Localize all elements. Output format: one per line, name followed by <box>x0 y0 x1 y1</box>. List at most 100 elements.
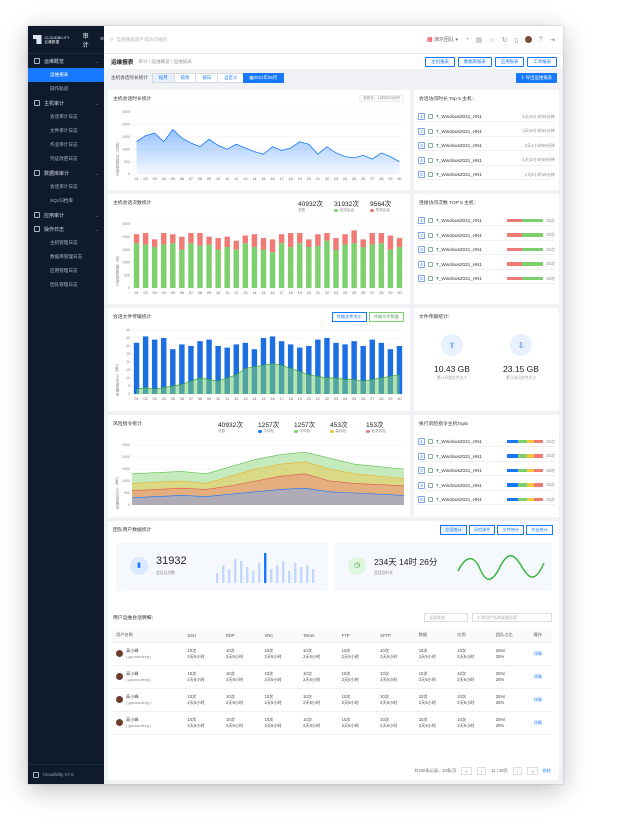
nav-group-3[interactable]: 应用审计 ⌄ <box>28 208 104 222</box>
list-item[interactable]: 4 T_Windows2021_HN1 25次 <box>418 481 555 491</box>
list-item[interactable]: 4 T_Windows2021_HN1 25次 <box>418 260 555 270</box>
rank-number: 3 <box>418 246 425 253</box>
legend-size[interactable]: 传输文件大小 <box>331 312 367 322</box>
nav-group-1[interactable]: 主机审计 ⌄ <box>28 96 104 110</box>
range-option-1[interactable]: 按周 <box>173 72 197 84</box>
count-value: 10次 <box>457 647 467 653</box>
x-tick-label: 04 <box>162 291 166 295</box>
action-cell: 详情 <box>529 665 552 689</box>
legend-count[interactable]: 传输文件数量 <box>368 312 404 322</box>
pager-first[interactable]: « <box>461 767 472 775</box>
y-tick-label: 2500 <box>122 443 130 447</box>
nav-item[interactable]: 运维报表 <box>28 68 104 82</box>
top-duration-card: 会话访问时长 Top 5 主机： 1 T_Windows2021_HN1 5天10小… <box>414 90 559 190</box>
range-option-0[interactable]: 按月 <box>151 72 175 84</box>
nav-item[interactable]: 应用管理日志 <box>50 268 78 273</box>
details-link[interactable]: 详情 <box>533 719 542 725</box>
global-search[interactable]: ⚲ 全局搜索资产或访问规则 <box>110 37 167 43</box>
stat-cell: 10次 2天5小时 <box>414 642 454 666</box>
range-option-2[interactable]: 按日 <box>195 72 219 84</box>
list-item[interactable]: 3 T_Windows2021_HN1 2天4小时59分钟 <box>418 141 555 151</box>
quick-tab-3[interactable]: 工单报表 <box>527 56 557 67</box>
list-item[interactable]: 1 T_Windows2021_HN1 25次 <box>418 216 555 226</box>
team-tab-3[interactable]: 作业统计 <box>526 525 553 535</box>
pager-jump[interactable]: 前往 <box>542 768 551 773</box>
completed-bar <box>133 243 140 288</box>
quick-tab-1[interactable]: 数据库报表 <box>457 56 492 67</box>
x-tick-label: 17 <box>279 291 283 295</box>
pager-next[interactable]: › <box>512 767 523 775</box>
nav-item[interactable]: 团队管理日志 <box>50 282 78 287</box>
month-picker[interactable]: ▦ 2021年06月 <box>243 72 285 84</box>
list-item[interactable]: 2 T_Windows2021_HN1 25次 <box>418 452 555 462</box>
lock-icon[interactable]: ▯ <box>514 36 518 44</box>
star-icon[interactable]: ☆ <box>489 36 495 44</box>
range-option-3[interactable]: 自定义 <box>217 72 245 84</box>
nav-group-2[interactable]: 数据库审计 ⌄ <box>28 166 104 180</box>
monitor-icon <box>428 261 433 267</box>
details-link[interactable]: 详情 <box>533 673 542 679</box>
nav-item[interactable]: SQL归档库 <box>50 198 73 203</box>
help-icon[interactable]: ? <box>538 36 543 43</box>
host-name: T_Windows2021_HN1 <box>436 439 482 444</box>
nav-item[interactable]: 会话审计日志 <box>50 184 78 189</box>
completed-bar <box>197 245 203 288</box>
export-label: 导出运维报表 <box>525 75 552 80</box>
pager-prev[interactable]: ‹ <box>476 767 487 775</box>
details-link[interactable]: 详情 <box>533 650 542 656</box>
nav-item[interactable]: 作业审计日志 <box>50 142 78 147</box>
size-bar <box>142 336 149 394</box>
notification-icon[interactable]: ◔ <box>464 36 469 43</box>
menu-toggle-icon[interactable]: ≡ <box>99 36 104 43</box>
stat-cell: 10次 2天5小时 <box>260 665 300 689</box>
team-selector[interactable]: ▦ 演示团队 ▾ <box>426 37 458 43</box>
table-row: 高小峰( gaoxiaofeng ) 10次 2天5小时 10次 2天5小时 10次 2天5… <box>112 711 552 735</box>
rank-bar-segment <box>534 483 544 487</box>
kpi-session-count-value: 31932 <box>156 555 187 567</box>
count-value: 10次 <box>303 716 312 722</box>
status-filter-select[interactable]: 全部状态 <box>424 613 468 622</box>
list-item[interactable]: 2 T_Windows2021_HN1 25次 <box>418 231 555 241</box>
list-item[interactable]: 3 T_Windows2021_HN1 25次 <box>418 466 555 476</box>
size-bar <box>351 341 357 394</box>
list-item[interactable]: 3 T_Windows2021_HN1 25次 <box>418 245 555 255</box>
list-item[interactable]: 1 T_Windows2021_HN1 25次 <box>418 437 555 447</box>
team-tab-0[interactable]: 会话统计 <box>439 525 467 535</box>
pager-last[interactable]: » <box>527 767 538 775</box>
time-value: 2天5小时 <box>418 722 436 728</box>
list-item[interactable]: 5 T_Windows2021_HN1 25次 <box>418 495 555 505</box>
user-search-input[interactable]: ⚲ 按用户名称或者检索 <box>472 613 552 622</box>
list-item[interactable]: 2 T_Windows2021_HN1 3天10小时32分钟 <box>418 127 555 137</box>
clipboard-icon[interactable]: ▤ <box>475 36 483 44</box>
nav-item[interactable]: 会话审计日志 <box>50 114 78 119</box>
nav-group-0[interactable]: 运维概览 ⌄ <box>28 54 104 68</box>
abnormal-bar <box>224 236 230 248</box>
nav-group-4[interactable]: 操作日志 ⌄ <box>28 222 104 236</box>
team-tab-2[interactable]: 文件统计 <box>497 525 525 535</box>
ratio-value-2: 25% <box>495 676 505 682</box>
nav-group-label: 操作日志 <box>44 226 65 233</box>
quick-tab-0[interactable]: 主机报表 <box>425 56 455 67</box>
user-names: 高小峰( gaoxiaofeng ) <box>126 671 151 683</box>
refresh-icon[interactable]: ↻ <box>501 36 508 44</box>
x-tick-label: 19 <box>298 397 302 401</box>
size-bar <box>179 344 185 394</box>
user-avatar[interactable] <box>524 36 532 43</box>
list-item[interactable]: 5 T_Windows2021_HN1 25次 <box>418 274 555 284</box>
export-report-button[interactable]: ⇪ 导出运维报表 <box>515 73 557 83</box>
list-item[interactable]: 4 T_Windows2021_HN1 1天10小时49分钟 <box>418 156 555 166</box>
quick-tab-2[interactable]: 应用报表 <box>494 56 525 67</box>
details-link[interactable]: 详情 <box>533 696 542 702</box>
nav-item[interactable]: 凭证改密日志 <box>50 156 78 161</box>
logout-icon[interactable]: ⇥ <box>549 36 555 44</box>
nav-item[interactable]: 数据库管理日志 <box>50 254 83 259</box>
x-tick-label: 07 <box>189 291 193 295</box>
list-item[interactable]: 1 T_Windows2021_HN1 5天10小时49分钟 <box>418 112 555 122</box>
team-tab-1[interactable]: 风险操作 <box>468 525 496 535</box>
list-item[interactable]: 5 T_Windows2021_HN1 1天6小时15分钟 <box>418 170 555 180</box>
top-count-title: 连接访问次数 TOP 5 主机： <box>419 201 479 206</box>
nav-item[interactable]: 操作轨迹 <box>50 86 69 91</box>
team-data-title: 团队用户数据统计 <box>113 528 152 533</box>
nav-item[interactable]: 文件审计日志 <box>50 128 78 133</box>
nav-item[interactable]: 主机管理日志 <box>50 240 78 245</box>
